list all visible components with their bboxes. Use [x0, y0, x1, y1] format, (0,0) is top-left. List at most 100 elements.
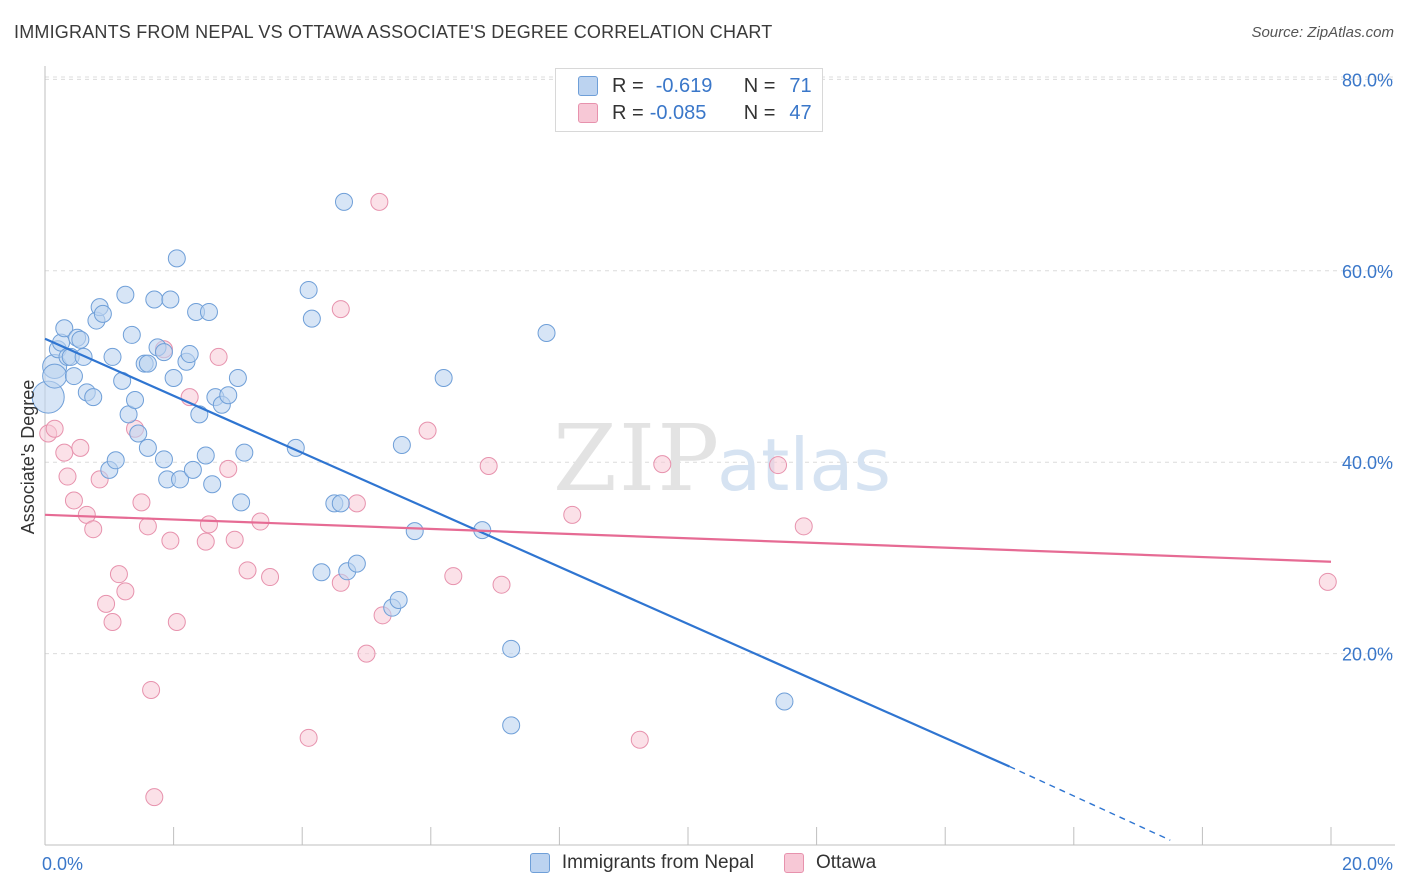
ottawa-point	[142, 680, 161, 699]
trend-lines	[44, 337, 1332, 841]
ottawa-point	[45, 419, 64, 438]
legend-label-ottawa: Ottawa	[815, 852, 877, 873]
nepal-point	[180, 345, 199, 364]
x-tick-label: 20.0%	[1342, 854, 1393, 874]
nepal-point	[93, 304, 112, 323]
nepal-point	[106, 451, 125, 470]
ottawa-point	[261, 568, 280, 587]
nepal-point	[502, 639, 521, 658]
nepal-points	[31, 192, 794, 735]
nepal-point	[138, 354, 157, 373]
n-value-ottawa: 47	[789, 101, 812, 124]
nepal-point	[190, 405, 209, 424]
tick-labels: 20.0% 40.0% 60.0% 80.0% 0.0% 20.0%	[42, 70, 1393, 874]
nepal-point	[103, 347, 122, 366]
y-axis-label: Associate's Degree	[18, 380, 38, 535]
watermark-atlas: atlas	[717, 423, 891, 507]
ottawa-point	[199, 515, 218, 534]
nepal-point	[64, 367, 83, 386]
nepal-point	[122, 325, 141, 344]
ottawa-point	[331, 300, 350, 319]
ottawa-point	[238, 561, 257, 580]
legend-row-ottawa: R = -0.085 N = 47	[578, 100, 812, 126]
r-value-nepal: -0.619	[655, 74, 713, 97]
x-tick-label: 0.0%	[42, 854, 83, 874]
y-tick-label: 60.0%	[1342, 262, 1393, 282]
nepal-legend-swatch	[529, 853, 550, 873]
y-tick-label: 20.0%	[1342, 645, 1393, 665]
r-label: R =	[612, 74, 644, 97]
nepal-point	[161, 290, 180, 309]
nepal-point	[196, 446, 215, 465]
ottawa-point	[357, 644, 376, 663]
ottawa-trend-line	[44, 513, 1332, 563]
nepal-point	[129, 424, 148, 443]
ottawa-swatch	[578, 103, 598, 123]
nepal-point	[116, 285, 135, 304]
axes	[44, 66, 1395, 846]
nepal-point	[228, 368, 247, 387]
nepal-trend-extension	[1009, 765, 1171, 841]
nepal-point	[775, 692, 794, 711]
chart-title: IMMIGRANTS FROM NEPAL VS OTTAWA ASSOCIAT…	[14, 22, 773, 42]
n-label: N =	[743, 74, 776, 97]
nepal-point	[299, 280, 318, 299]
ottawa-point	[138, 517, 157, 536]
nepal-point	[334, 192, 353, 211]
nepal-point	[389, 591, 408, 610]
nepal-point	[331, 494, 350, 513]
ottawa-point	[769, 456, 788, 475]
ottawa-point	[444, 567, 463, 586]
stats-legend: R = -0.619 N = 71 R = -0.085 N = 47	[555, 68, 823, 132]
ottawa-point	[109, 565, 128, 584]
nepal-point	[71, 330, 90, 349]
ottawa-point	[145, 788, 164, 807]
nepal-point	[138, 438, 157, 457]
nepal-point	[42, 363, 68, 389]
nepal-point	[199, 302, 218, 321]
ottawa-point	[116, 582, 135, 601]
legend-row-nepal: R = -0.619 N = 71	[578, 73, 812, 99]
nepal-point	[171, 470, 190, 489]
ottawa-point	[225, 530, 244, 549]
ottawa-point	[132, 493, 151, 512]
ottawa-point	[196, 532, 215, 551]
ottawa-point	[299, 728, 318, 747]
ottawa-point	[97, 594, 116, 613]
legend-item-ottawa: Ottawa	[783, 852, 877, 874]
nepal-point	[164, 368, 183, 387]
ottawa-point	[630, 730, 649, 749]
ottawa-point	[492, 575, 511, 594]
nepal-point	[203, 475, 222, 494]
nepal-point	[219, 386, 238, 405]
ottawa-point	[161, 531, 180, 550]
ottawa-point	[103, 613, 122, 632]
n-label: N =	[743, 101, 776, 124]
nepal-point	[302, 309, 321, 328]
nepal-point	[55, 319, 74, 338]
nepal-point	[312, 563, 331, 582]
nepal-point	[183, 460, 202, 479]
watermark-zip: ZIP	[553, 405, 721, 512]
nepal-point	[126, 390, 145, 409]
y-tick-label: 80.0%	[1342, 70, 1393, 90]
nepal-point	[84, 388, 103, 407]
series-legend: Immigrants from Nepal Ottawa	[0, 852, 1406, 874]
ottawa-point	[167, 613, 186, 632]
legend-label-nepal: Immigrants from Nepal	[561, 852, 754, 873]
n-value-nepal: 71	[789, 74, 812, 97]
nepal-trend-line	[44, 337, 1010, 768]
y-tick-label: 40.0%	[1342, 453, 1393, 473]
r-label: R =	[612, 101, 644, 124]
nepal-point	[434, 368, 453, 387]
ottawa-point	[219, 459, 238, 478]
legend-item-nepal: Immigrants from Nepal	[529, 852, 754, 874]
nepal-point	[232, 493, 251, 512]
nepal-point	[235, 443, 254, 462]
nepal-swatch	[578, 76, 598, 96]
nepal-point	[154, 343, 173, 362]
nepal-point	[167, 249, 186, 268]
nepal-point	[537, 324, 556, 343]
ottawa-point	[209, 347, 228, 366]
